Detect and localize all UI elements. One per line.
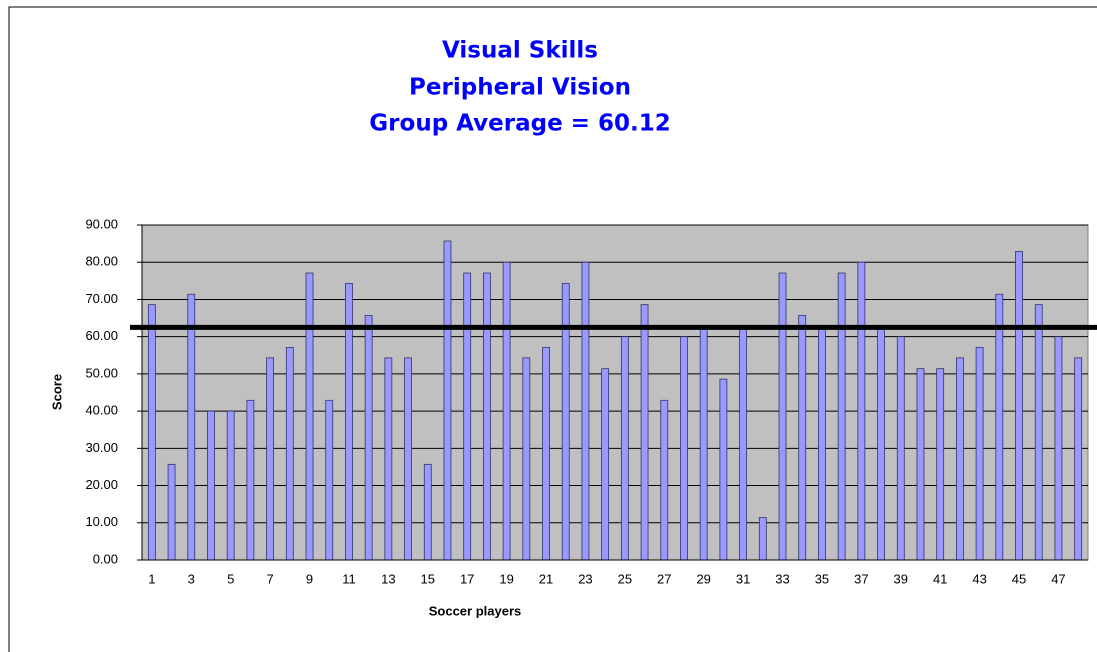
y-tick-label: 60.00 bbox=[85, 328, 118, 343]
bar bbox=[640, 304, 649, 561]
bar bbox=[463, 272, 472, 561]
bar bbox=[325, 399, 334, 561]
x-tick-label: 11 bbox=[342, 571, 356, 586]
x-tick-label: 19 bbox=[499, 571, 513, 586]
x-tick-label: 47 bbox=[1051, 571, 1065, 586]
bar bbox=[1074, 357, 1083, 561]
y-tick-label: 20.00 bbox=[85, 477, 118, 492]
bar bbox=[285, 347, 294, 561]
x-tick-label: 7 bbox=[266, 571, 273, 586]
x-tick-label: 41 bbox=[933, 571, 947, 586]
x-tick-label: 45 bbox=[1012, 571, 1026, 586]
y-tick-label: 50.00 bbox=[85, 365, 118, 380]
bar bbox=[739, 325, 748, 561]
x-tick-label: 35 bbox=[815, 571, 829, 586]
bar bbox=[818, 325, 826, 561]
x-tick-label: 27 bbox=[657, 571, 671, 586]
bar bbox=[837, 272, 846, 561]
y-tick-label: 40.00 bbox=[85, 403, 118, 418]
x-tick-label: 25 bbox=[618, 571, 632, 586]
bar bbox=[877, 325, 885, 561]
bar bbox=[601, 368, 610, 561]
y-tick-label: 70.00 bbox=[85, 291, 118, 306]
bar bbox=[266, 357, 275, 561]
chart-title: Group Average = 60.12 bbox=[369, 111, 670, 137]
chart-title: Visual Skills bbox=[442, 38, 598, 64]
x-tick-label: 21 bbox=[539, 571, 553, 586]
bar bbox=[778, 272, 787, 561]
x-tick-label: 37 bbox=[854, 571, 868, 586]
bar bbox=[975, 347, 984, 561]
bar bbox=[699, 325, 708, 561]
x-tick-label: 31 bbox=[736, 571, 750, 586]
x-tick-label: 33 bbox=[775, 571, 789, 586]
x-axis-title: Soccer players bbox=[429, 603, 522, 618]
bar bbox=[1015, 251, 1023, 561]
bar bbox=[758, 517, 767, 561]
bar bbox=[482, 272, 491, 561]
x-tick-label: 17 bbox=[460, 571, 474, 586]
bar bbox=[207, 410, 215, 561]
y-tick-label: 0.00 bbox=[93, 551, 118, 566]
bar bbox=[226, 410, 235, 561]
x-tick-label: 3 bbox=[188, 571, 195, 586]
bar bbox=[522, 357, 531, 561]
bar bbox=[384, 357, 393, 561]
bar bbox=[660, 399, 669, 561]
bar bbox=[542, 347, 550, 561]
bar bbox=[364, 315, 373, 561]
bar bbox=[581, 261, 590, 561]
x-tick-label: 29 bbox=[696, 571, 710, 586]
x-tick-label: 9 bbox=[306, 571, 313, 586]
bar bbox=[1054, 336, 1063, 561]
bar bbox=[620, 336, 629, 561]
bar bbox=[167, 463, 176, 561]
bar bbox=[502, 261, 511, 561]
bar bbox=[147, 304, 156, 561]
bar bbox=[896, 336, 905, 561]
bar bbox=[443, 240, 452, 561]
x-tick-label: 23 bbox=[578, 571, 592, 586]
bar bbox=[916, 368, 925, 561]
bar bbox=[680, 336, 688, 561]
x-tick-label: 15 bbox=[421, 571, 435, 586]
x-tick-label: 39 bbox=[894, 571, 908, 586]
bar bbox=[1034, 304, 1043, 561]
bar bbox=[305, 272, 314, 561]
x-tick-label: 43 bbox=[972, 571, 986, 586]
bar bbox=[187, 293, 196, 561]
plot-area bbox=[141, 224, 1089, 561]
y-tick-label: 80.00 bbox=[85, 254, 118, 269]
bar bbox=[995, 293, 1004, 561]
bar bbox=[955, 357, 964, 561]
y-axis-title: Score bbox=[49, 374, 64, 410]
bar bbox=[857, 261, 866, 561]
bar bbox=[404, 357, 412, 561]
bar bbox=[936, 368, 945, 561]
x-tick-label: 13 bbox=[381, 571, 395, 586]
y-tick-label: 90.00 bbox=[85, 216, 118, 231]
bar bbox=[423, 463, 432, 561]
chart-title: Peripheral Vision bbox=[409, 75, 631, 101]
bar bbox=[798, 315, 807, 561]
y-tick-label: 10.00 bbox=[85, 514, 118, 529]
y-tick-label: 30.00 bbox=[85, 440, 118, 455]
bar bbox=[246, 399, 255, 561]
bar bbox=[719, 378, 728, 561]
x-tick-label: 5 bbox=[227, 571, 234, 586]
x-tick-label: 1 bbox=[148, 571, 155, 586]
